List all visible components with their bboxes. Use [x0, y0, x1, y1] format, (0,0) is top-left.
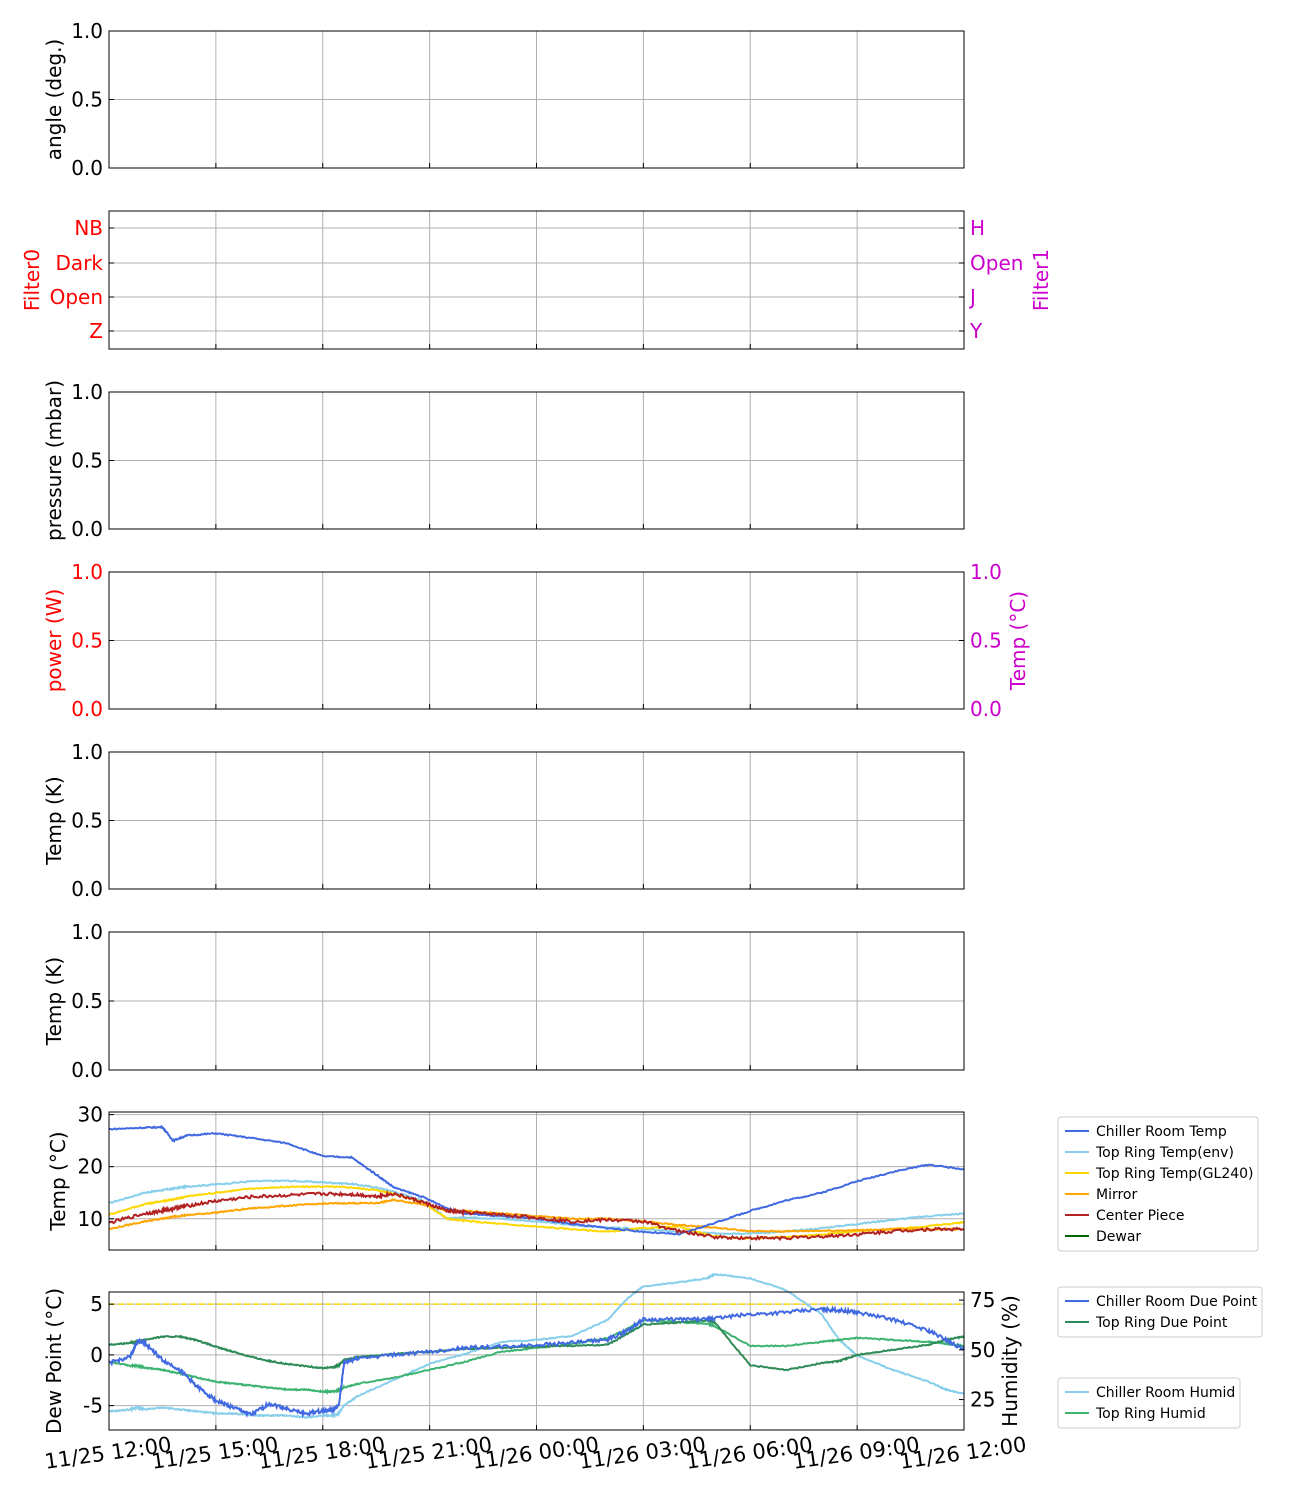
y-tick-label: 0.5 — [71, 809, 103, 833]
y-axis-label: Dew Point (°C) — [42, 1288, 66, 1434]
y-axis-label: angle (deg.) — [42, 39, 66, 161]
axes-frame — [108, 210, 965, 350]
y-tick-label: 0.0 — [71, 697, 103, 721]
panel-dew: -5 0 5 25 50 75 Dew Point (°C) Humidity (%) Chil… — [42, 1272, 1263, 1474]
y-tick-label-right: J — [968, 285, 976, 309]
legend-label: Center Piece — [1096, 1208, 1185, 1224]
y-tick-label: 0.0 — [71, 517, 103, 541]
y-axis-label: power (W) — [42, 589, 66, 693]
y-tick-label-right: 1.0 — [970, 560, 1002, 584]
y-tick-label: 0.0 — [71, 156, 103, 180]
y-tick-label: 20 — [78, 1155, 103, 1179]
axes-frame — [108, 1291, 965, 1431]
y-axis-label-right: Humidity (%) — [998, 1295, 1022, 1427]
y-tick-label: 0 — [90, 1343, 103, 1367]
y-axis-label: Filter0 — [20, 249, 44, 311]
legend-label: Dewar — [1096, 1229, 1141, 1245]
legend-label: Chiller Room Due Point — [1096, 1294, 1257, 1310]
legend-box — [1057, 1116, 1259, 1252]
y-tick-label: 10 — [78, 1207, 103, 1231]
y-tick-label: NB — [74, 216, 103, 240]
y-tick-label: 1.0 — [71, 380, 103, 404]
series-line-top-ring-temp-gl240- — [108, 1184, 965, 1241]
legend-label: Top Ring Humid — [1095, 1406, 1206, 1422]
y-tick-label-right: 0.5 — [970, 629, 1002, 653]
y-tick-label-right: Open — [970, 251, 1023, 275]
y-tick-label: 0.5 — [71, 629, 103, 653]
panel-temp_c: 10 20 30 Temp (°C) Chiller Room Temp Top Ring… — [46, 1103, 1259, 1252]
y-tick-label: 1.0 — [71, 740, 103, 764]
y-tick-label: 1.0 — [71, 560, 103, 584]
panel-filter: Z Open Dark NB YJ Open H Filter0 Filter1 — [20, 210, 1053, 350]
legend-box — [1057, 1377, 1241, 1429]
y-tick-label: 0.0 — [71, 877, 103, 901]
series-line-top-ring-humid — [109, 1318, 964, 1395]
y-tick-label: 0.5 — [71, 88, 103, 112]
series-line-chiller-room-temp — [108, 1124, 965, 1236]
y-tick-label: 1.0 — [71, 19, 103, 43]
y-tick-label: 0.5 — [71, 989, 103, 1013]
series-line-center-piece — [108, 1189, 965, 1242]
axes-frame — [108, 1111, 965, 1251]
y-tick-label: 0.5 — [71, 449, 103, 473]
legend-box — [1057, 1286, 1263, 1338]
y-axis-label: Temp (K) — [42, 957, 66, 1046]
y-tick-label-right: 0.0 — [970, 697, 1002, 721]
y-tick-label: Dark — [56, 251, 104, 275]
legend-label: Mirror — [1096, 1187, 1137, 1203]
y-tick-label: 1.0 — [71, 920, 103, 944]
legend-label: Top Ring Due Point — [1095, 1315, 1228, 1331]
y-tick-label: Z — [89, 319, 103, 343]
legend-label: Chiller Room Humid — [1096, 1385, 1235, 1401]
series-line-top-ring-due-point — [108, 1317, 965, 1372]
series-line-chiller-room-due-point — [108, 1305, 965, 1419]
y-tick-label: 0.0 — [71, 1058, 103, 1082]
y-tick-label: Open — [50, 285, 103, 309]
y-tick-label-right: 75 — [970, 1288, 995, 1312]
y-tick-label-right: 25 — [970, 1388, 995, 1412]
y-axis-label-right: Temp (°C) — [1006, 591, 1030, 691]
y-axis-label: pressure (mbar) — [42, 380, 66, 541]
y-tick-label-right: 50 — [970, 1338, 995, 1362]
y-tick-label: -5 — [83, 1394, 103, 1418]
y-tick-label-right: Y — [969, 319, 983, 343]
y-tick-label-right: H — [970, 216, 985, 240]
y-axis-label: Temp (K) — [42, 776, 66, 865]
y-tick-label: 5 — [90, 1292, 103, 1316]
y-tick-label: 30 — [78, 1103, 103, 1127]
y-axis-label-right: Filter1 — [1029, 249, 1053, 311]
legend-label: Chiller Room Temp — [1096, 1124, 1227, 1140]
legend-label: Top Ring Temp(env) — [1095, 1145, 1234, 1161]
legend-label: Top Ring Temp(GL240) — [1095, 1166, 1254, 1182]
series-line-chiller-room-humid — [109, 1272, 965, 1420]
y-axis-label: Temp (°C) — [46, 1131, 70, 1231]
